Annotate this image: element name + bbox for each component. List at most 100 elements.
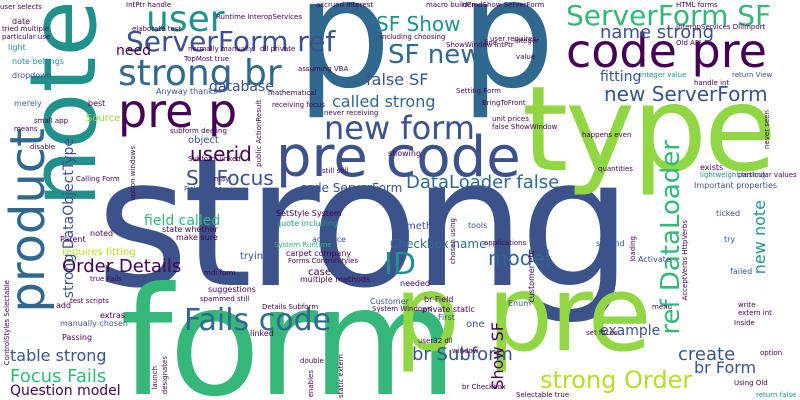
word-sf-new: SF new xyxy=(388,40,482,70)
word-static-extern: static extern xyxy=(337,354,345,399)
word-field-called: field called xyxy=(144,213,221,229)
word-launch: launch xyxy=(151,366,159,390)
word-dataloader-false: DataLoader false xyxy=(406,172,560,193)
word-customer: Customer xyxy=(370,297,409,306)
word-system-windows: System Windows xyxy=(372,305,432,313)
word-try: try xyxy=(724,235,736,244)
word-selectable-true: Selectable true xyxy=(516,391,570,399)
word-return-false: return false xyxy=(756,391,797,399)
word-value: value xyxy=(516,53,536,61)
word-false-showwindow: false ShowWindow xyxy=(492,123,558,131)
word-focus-fails: Focus Fails xyxy=(10,366,107,387)
word-order-details: Order Details xyxy=(62,256,182,277)
word-needed: needed xyxy=(400,279,430,288)
word-p-2: p xyxy=(460,0,556,122)
word-designates: designates xyxy=(161,356,169,395)
word-id: ID xyxy=(384,247,416,282)
word-particular-use: particular use xyxy=(2,33,51,41)
word-form: form xyxy=(120,256,458,400)
word-showwindow-intptr: ShowWindow IntPtr xyxy=(446,41,514,49)
word-interopservices-dllimport: InteropServices DllImport xyxy=(676,23,766,31)
word-happens-even: happens even xyxy=(582,131,632,139)
word-inside: Inside xyxy=(734,319,755,327)
word-particular-values: particular values xyxy=(738,171,797,179)
word-user-selects: user selects xyxy=(0,3,42,11)
word-strong-order: strong Order xyxy=(540,366,693,394)
word-br-subform: br Subform xyxy=(412,344,513,365)
word-show-sf: Show SF xyxy=(488,322,507,390)
word-never-seen: never seen xyxy=(763,110,771,149)
word-anyway-thanks: Anyway thanks xyxy=(156,87,217,96)
word-code-pre: code pre xyxy=(566,24,767,78)
word-including-choosing: including choosing xyxy=(380,33,446,41)
word-integer: integer xyxy=(514,37,540,45)
word-cmdshow-serverform: nCmdShow ServerForm xyxy=(462,1,545,9)
word-mdi-form: mdi form xyxy=(204,269,236,277)
word-manually-chosen: manually chosen xyxy=(60,319,128,328)
word-example: example xyxy=(600,323,661,339)
word-field-name: Field name xyxy=(184,185,223,193)
word-extern-int: extern int xyxy=(738,309,772,317)
word-add: add xyxy=(56,301,72,310)
word-return-view: return View xyxy=(732,71,773,79)
word-means: means xyxy=(14,125,38,133)
word-requires-fitting: requires fitting xyxy=(62,247,136,258)
word-calling-form: Calling Form xyxy=(76,175,120,183)
word-may: may xyxy=(214,175,230,183)
word-tried-multiple: tried multiple xyxy=(2,25,50,33)
word-linked: linked xyxy=(250,329,274,338)
word-type: type xyxy=(522,60,777,198)
word-double: double xyxy=(300,357,324,365)
word-lightweight-testing: lightweight testing xyxy=(700,171,766,179)
word-user32-dll: user32 dll xyxy=(418,337,453,345)
word-one: one xyxy=(466,319,485,330)
word-ticked: ticked xyxy=(716,209,741,218)
word-trying: trying xyxy=(240,251,270,262)
word-br-field: br Field xyxy=(424,295,454,304)
word-option-windows: option windows xyxy=(129,146,137,201)
word-assuming-vba: assuming VBA xyxy=(298,65,349,73)
word-parent: Parent xyxy=(60,235,86,244)
word-setting-form: Setting Form xyxy=(456,87,501,95)
word-advance: advance xyxy=(312,235,347,244)
word-never-receiving: never receiving xyxy=(324,109,379,117)
word-product: product xyxy=(0,128,56,313)
word-suggestions: suggestions xyxy=(208,285,256,294)
word-merely: merely xyxy=(14,99,42,108)
word-dll-private: dll private xyxy=(260,45,296,53)
word-source: Source xyxy=(86,113,121,124)
word-carpet-company: carpet company xyxy=(286,249,352,258)
word-acceptverbs-httpverbs: AcceptVerbs HttpVerbs xyxy=(681,220,689,301)
word-name-strong: name strong xyxy=(600,22,715,43)
word-light: light xyxy=(8,43,26,52)
word-p-1: p xyxy=(296,0,392,122)
word-user-requires: user requires xyxy=(490,35,537,43)
word-subform-dealing: subform dealing xyxy=(170,127,227,135)
word-public-actionresult: public ActionResult xyxy=(255,100,263,167)
word-menu: menu xyxy=(652,303,672,311)
word-enum: Enum xyxy=(508,299,531,308)
word-macro-builder: macro builder xyxy=(426,1,475,9)
word-dropdown: dropdown xyxy=(12,71,52,80)
word-called-strong: called strong xyxy=(332,92,436,111)
word-date: date xyxy=(12,17,31,26)
word-tools: tools xyxy=(468,221,488,230)
word-disable: disable xyxy=(30,143,56,151)
word-topmost-true: TopMost true xyxy=(184,55,230,63)
word-system-runtime: System Runtime xyxy=(274,241,332,249)
word-code-serverform: code ServerForm xyxy=(300,181,403,195)
word-bringtofront: BringToFront xyxy=(482,99,526,107)
word-table-strong: table strong xyxy=(10,346,107,365)
word-sf-show: SF Show xyxy=(376,12,461,36)
word-mathematical: mathematical xyxy=(268,89,317,97)
word-true-fails: true Fails xyxy=(90,275,122,283)
word-enables: enables xyxy=(307,370,315,398)
word-extras: extras xyxy=(100,311,126,320)
word-handle-int: handle int xyxy=(694,79,730,87)
word-question-model: Question model xyxy=(10,383,121,399)
word-accrued-interest: accrued interest xyxy=(316,1,374,9)
word-integer-value: integer value xyxy=(640,71,687,79)
word-normally-manually: normally manually xyxy=(188,45,254,53)
word-noted: noted xyxy=(90,229,114,238)
